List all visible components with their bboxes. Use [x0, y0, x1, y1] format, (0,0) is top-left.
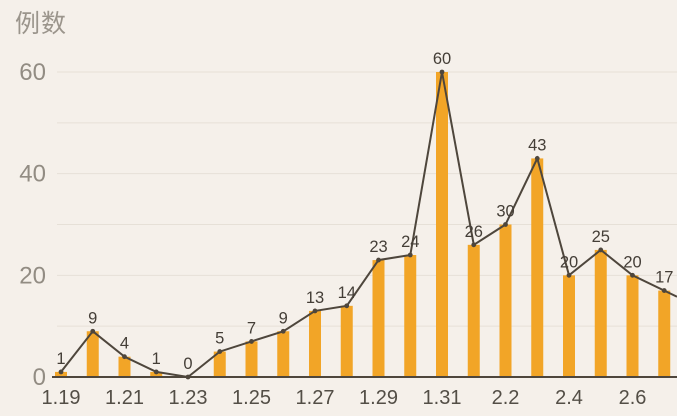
value-label: 0 — [183, 355, 192, 373]
y-tick-label: 60 — [19, 59, 46, 86]
point-marker — [471, 242, 477, 248]
point-marker — [439, 69, 445, 75]
point-marker — [249, 339, 254, 344]
point-marker — [407, 252, 413, 258]
value-label: 17 — [655, 269, 673, 287]
value-label: 30 — [496, 203, 514, 221]
x-tick-label: 1.25 — [232, 387, 271, 409]
point-marker — [344, 303, 350, 309]
bar — [372, 260, 385, 377]
point-marker — [185, 374, 191, 380]
point-marker — [503, 222, 508, 227]
bar — [150, 371, 163, 377]
value-label: 24 — [401, 233, 419, 251]
bar — [277, 331, 290, 377]
point-marker — [630, 272, 635, 278]
bar — [563, 275, 575, 377]
y-axis-title: 例数 — [15, 10, 68, 38]
value-label: 43 — [528, 136, 546, 154]
bar — [436, 72, 448, 377]
bar — [213, 351, 226, 377]
bar — [404, 255, 417, 377]
bar — [531, 158, 544, 377]
point-marker — [566, 272, 572, 278]
point-marker — [312, 308, 318, 314]
point-marker — [153, 369, 159, 375]
value-label: 9 — [279, 309, 288, 327]
x-tick-label: 1.19 — [42, 387, 81, 409]
point-marker — [122, 354, 127, 360]
bar — [626, 275, 639, 377]
point-marker — [90, 328, 96, 334]
bar — [467, 244, 480, 377]
bar — [55, 371, 67, 377]
value-label: 1 — [56, 350, 65, 368]
value-label: 60 — [433, 50, 451, 68]
y-tick-label: 0 — [33, 364, 46, 391]
value-label: 20 — [560, 253, 578, 271]
point-marker — [376, 257, 381, 263]
value-label: 5 — [215, 330, 224, 348]
bar — [86, 331, 99, 377]
value-label: 26 — [465, 223, 483, 241]
value-label: 7 — [247, 319, 256, 337]
point-marker — [598, 247, 604, 253]
value-label: 20 — [623, 253, 641, 271]
x-tick-label: 1.27 — [296, 387, 335, 409]
value-label: 9 — [88, 309, 97, 327]
value-label: 4 — [120, 335, 129, 353]
value-label: 23 — [369, 238, 387, 256]
bar — [245, 341, 258, 377]
bar — [309, 310, 321, 377]
bar — [118, 356, 131, 377]
value-label: 14 — [338, 284, 356, 302]
bar — [499, 224, 512, 377]
x-tick-label: 1.31 — [423, 387, 462, 409]
value-label: 13 — [306, 289, 324, 307]
x-tick-label: 1.21 — [105, 387, 144, 409]
bar — [658, 290, 671, 377]
bar — [594, 249, 607, 377]
x-tick-label: 2.2 — [492, 387, 520, 409]
point-marker — [58, 369, 64, 375]
bar — [340, 305, 353, 377]
y-tick-label: 40 — [19, 161, 46, 188]
point-marker — [280, 328, 286, 334]
point-marker — [217, 349, 223, 354]
point-marker — [661, 288, 667, 293]
point-marker — [534, 156, 540, 161]
value-label: 1 — [152, 350, 161, 368]
x-tick-label: 1.23 — [169, 387, 208, 409]
x-tick-label: 1.29 — [359, 387, 398, 409]
value-label: 25 — [592, 228, 610, 246]
y-tick-label: 20 — [19, 262, 46, 289]
x-tick-label: 2.6 — [619, 387, 647, 409]
x-tick-label: 2.4 — [555, 387, 583, 409]
